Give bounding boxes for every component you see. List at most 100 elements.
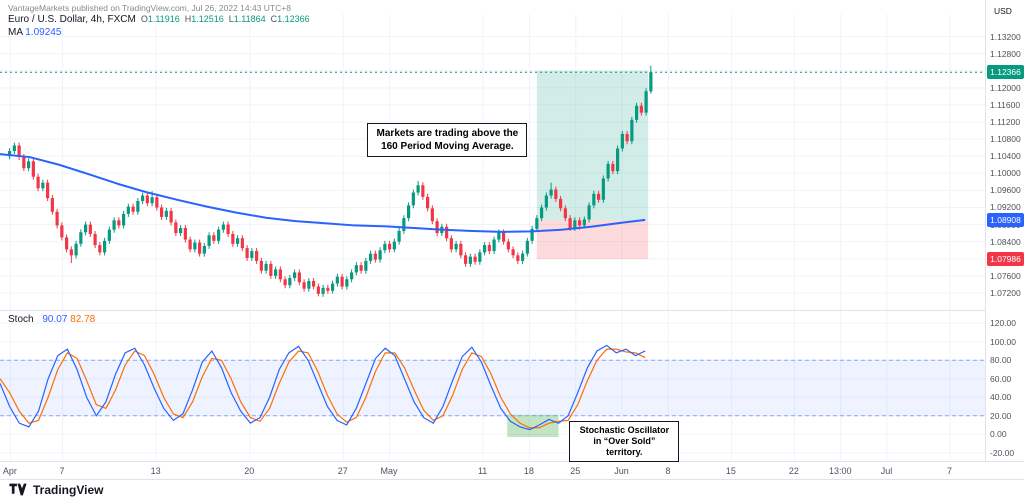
candle-body — [307, 280, 311, 289]
candle-body — [397, 230, 401, 242]
candle-body — [421, 185, 425, 197]
candle-body — [540, 207, 544, 219]
time-axis-label: Apr — [2, 466, 17, 476]
candle-body — [449, 238, 453, 250]
candle-body — [373, 253, 377, 260]
time-axis-label: Jun — [614, 466, 629, 476]
moving-average-line[interactable] — [0, 153, 646, 233]
symbol-legend[interactable]: Euro / U.S. Dollar, 4h, FXCM O1.11916 H1.1… — [8, 14, 310, 25]
candle-body — [430, 208, 434, 222]
candle-body — [188, 239, 192, 250]
stoch-label: Stoch — [8, 314, 34, 325]
candle-body — [217, 229, 221, 241]
candle-body — [164, 210, 168, 217]
candle-body — [36, 176, 40, 189]
candle-body — [155, 197, 159, 208]
stoch-d-line[interactable] — [0, 348, 646, 429]
candle-body — [597, 193, 601, 200]
stoch-k-line[interactable] — [0, 344, 646, 431]
candle-body — [587, 205, 591, 220]
price-axis-label: 1.10000 — [990, 168, 1021, 179]
candle-body — [611, 163, 615, 172]
candle-body — [245, 248, 249, 258]
candle-body — [145, 195, 149, 204]
stoch-k-value: 90.07 — [42, 314, 68, 325]
candlestick-series — [8, 65, 653, 297]
candle-body — [544, 195, 548, 208]
candle-body — [255, 251, 259, 261]
open-label: O — [140, 14, 148, 24]
candle-body — [131, 206, 135, 212]
candle-body — [202, 245, 206, 254]
candle-body — [473, 256, 477, 262]
candle-body — [601, 178, 605, 200]
candle-body — [483, 245, 487, 253]
candle-body — [478, 252, 482, 262]
candle-body — [383, 243, 387, 251]
tradingview-brand-text[interactable]: TradingView — [33, 482, 104, 497]
price-axis-label: 1.09600 — [990, 185, 1021, 196]
candle-body — [502, 232, 506, 242]
candle-body — [559, 198, 563, 209]
time-axis-label: 7 — [59, 466, 65, 476]
axis-currency-label: USD — [994, 6, 1012, 16]
candle-body — [60, 225, 64, 238]
candle-body — [12, 145, 16, 152]
candle-body — [293, 272, 297, 278]
price-axis-label: 1.08400 — [990, 236, 1021, 247]
candle-body — [435, 221, 439, 234]
stoch-axis-label: 40.00 — [990, 392, 1012, 403]
candle-body — [316, 286, 320, 294]
time-axis-label: 13 — [150, 466, 161, 476]
candle-body — [340, 276, 344, 287]
candle-body — [17, 145, 21, 158]
price-axis[interactable]: USD 1.132001.128001.124001.120001.116001… — [985, 0, 1024, 479]
stoch-axis-label: -20.00 — [990, 447, 1015, 458]
candle-body — [312, 280, 316, 287]
stoch-legend[interactable]: Stoch 90.07 82.78 — [8, 314, 95, 325]
candle-body — [264, 263, 268, 271]
candle-body — [212, 235, 216, 241]
current-price-tag: 1.12366 — [987, 65, 1024, 80]
candle-body — [46, 182, 50, 199]
candle-body — [535, 218, 539, 229]
candle-body — [326, 287, 330, 291]
candle-body — [321, 287, 325, 294]
candle-body — [464, 255, 468, 264]
candle-body — [288, 278, 292, 286]
candle-body — [644, 91, 648, 113]
candle-body — [250, 251, 254, 258]
candle-body — [183, 228, 187, 240]
stoch-annotation-note[interactable]: Stochastic Oscillator in “Over Sold” ter… — [569, 421, 680, 463]
candle-body — [639, 105, 643, 113]
stoch-oversold-highlight[interactable] — [507, 414, 559, 438]
ma-annotation-note[interactable]: Markets are trading above the 160 Period… — [367, 122, 528, 157]
candle-body — [606, 163, 610, 179]
time-axis[interactable]: Apr 7 13 20 27 May 11 18 25 Jun 8 15 22 13:00 Jul 7 — [0, 461, 1024, 480]
price-axis-label: 1.07200 — [990, 287, 1021, 298]
time-axis-label: 7 — [947, 466, 953, 476]
candle-body — [84, 224, 88, 233]
tradingview-logo-icon[interactable] — [8, 482, 28, 497]
time-axis-label: 25 — [570, 466, 581, 476]
candle-body — [221, 224, 225, 230]
price-axis-label: 1.13200 — [990, 31, 1021, 42]
candle-body — [179, 228, 183, 234]
stoch-axis-label: 80.00 — [990, 355, 1012, 366]
candle-body — [141, 195, 145, 202]
candle-body — [369, 253, 373, 261]
candle-body — [511, 249, 515, 256]
candle-body — [88, 224, 92, 234]
candle-body — [236, 238, 240, 244]
candle-body — [226, 224, 230, 234]
candle-body — [79, 232, 83, 244]
ma-value: 1.09245 — [25, 27, 62, 38]
time-axis-label: 15 — [725, 466, 736, 476]
ma-legend[interactable]: MA 1.09245 — [8, 27, 61, 38]
candle-body — [103, 240, 107, 253]
candle-body — [93, 233, 97, 246]
candle-body — [169, 210, 173, 223]
open-value: 1.11916 — [147, 14, 180, 24]
